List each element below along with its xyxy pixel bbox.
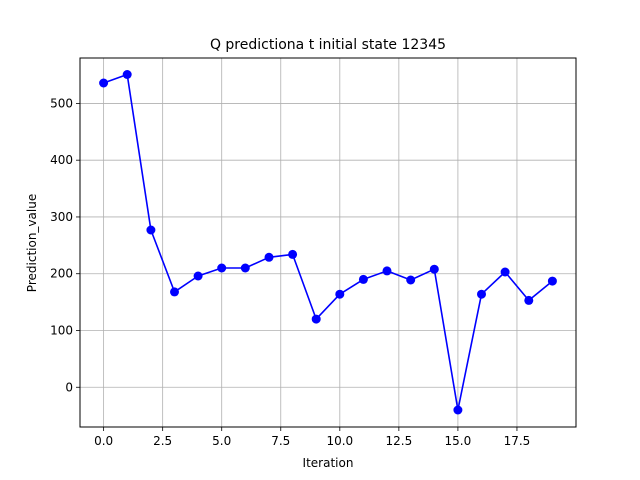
data-point [264, 252, 274, 262]
data-point [477, 289, 486, 299]
x-tick-label: 2.5 [153, 434, 172, 448]
x-tick-label: 7.5 [271, 434, 290, 448]
y-tick-label: 400 [50, 153, 73, 167]
data-point [429, 264, 439, 274]
data-point [193, 271, 203, 281]
data-point [406, 275, 416, 285]
series-line [103, 73, 553, 411]
data-point [547, 276, 557, 286]
plot-area-frame [79, 57, 577, 428]
data-point [170, 287, 179, 297]
data-point [217, 263, 227, 273]
data-point [524, 295, 534, 305]
y-tick-label: 0 [65, 380, 73, 394]
x-tick-label: 0.0 [94, 434, 113, 448]
y-axis: 0 100 200 300 400 500 [50, 96, 80, 394]
series-points-group [99, 70, 557, 415]
data-point [382, 266, 392, 276]
x-tick-label: 12.5 [385, 434, 412, 448]
data-point [311, 314, 321, 324]
data-point [146, 225, 156, 235]
data-point [99, 78, 109, 88]
x-axis: 0.0 2.5 5.0 7.5 10.0 12.5 15.0 17.5 [94, 427, 530, 448]
series-line-group [103, 73, 553, 411]
grid-lines [80, 58, 576, 427]
y-tick-label: 300 [50, 210, 73, 224]
chart-title: Q predictiona t initial state 12345 [210, 37, 446, 53]
x-tick-label: 17.5 [504, 434, 531, 448]
y-axis-title: Prediction_value [25, 194, 39, 292]
y-tick-label: 100 [50, 323, 73, 337]
data-point [500, 267, 510, 277]
data-point [453, 405, 463, 415]
y-tick-label: 500 [50, 96, 73, 110]
data-point [240, 263, 250, 273]
x-axis-title: Iteration [303, 456, 354, 470]
x-tick-label: 15.0 [445, 434, 472, 448]
data-point [122, 70, 132, 79]
data-point [288, 249, 298, 259]
data-point [358, 274, 368, 284]
y-tick-label: 200 [50, 267, 73, 281]
data-point [335, 289, 345, 299]
x-tick-label: 10.0 [326, 434, 353, 448]
x-tick-label: 5.0 [212, 434, 231, 448]
